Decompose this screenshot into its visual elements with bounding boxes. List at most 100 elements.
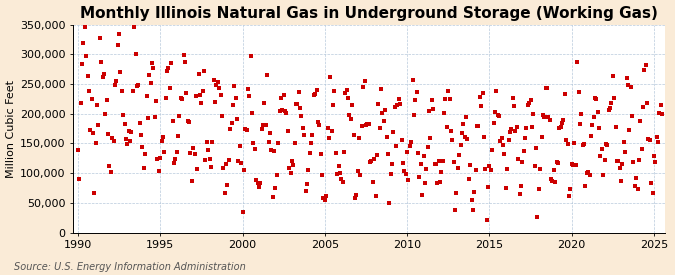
Point [115, 70, 126, 74]
Point [137, 145, 148, 149]
Point [394, 97, 404, 101]
Point [614, 166, 625, 170]
Point [496, 136, 507, 141]
Point [367, 179, 378, 184]
Point [572, 59, 583, 64]
Point [128, 89, 138, 93]
Point [90, 141, 101, 146]
Point [240, 127, 250, 131]
Point [238, 167, 249, 172]
Point [516, 184, 526, 188]
Point [642, 101, 653, 106]
Point [298, 126, 308, 130]
Point [232, 117, 242, 122]
Point [189, 152, 200, 156]
Point [476, 103, 487, 108]
Point [271, 173, 282, 177]
Point [500, 186, 511, 190]
Point [167, 118, 178, 123]
Point [462, 137, 473, 142]
Point [528, 112, 539, 116]
Point [488, 121, 499, 125]
Point [166, 61, 177, 66]
Point [331, 172, 342, 176]
Point [343, 96, 354, 101]
Point [379, 118, 389, 123]
Point [267, 195, 278, 199]
Point [521, 126, 532, 130]
Point [182, 119, 193, 123]
Point [333, 164, 344, 168]
Point [502, 166, 512, 171]
Point [489, 109, 500, 114]
Point [391, 144, 402, 148]
Point [245, 54, 256, 58]
Point [246, 110, 257, 115]
Point [273, 141, 284, 145]
Point [635, 119, 646, 123]
Point [436, 170, 447, 174]
Point [594, 126, 605, 131]
Point [104, 164, 115, 169]
Point [598, 173, 609, 177]
Point [539, 115, 549, 119]
Point [574, 122, 585, 126]
Point [162, 68, 173, 73]
Point [185, 151, 196, 155]
Point [399, 169, 410, 174]
Point [129, 25, 140, 30]
Point [451, 191, 462, 196]
Point [311, 88, 322, 92]
Point [407, 78, 418, 82]
Point [80, 25, 90, 30]
Point [414, 174, 425, 179]
Point [609, 96, 620, 100]
Point [184, 120, 194, 124]
Point [487, 148, 497, 152]
Point [225, 127, 236, 131]
Point [355, 172, 366, 177]
Point [649, 153, 659, 158]
Point [241, 128, 252, 132]
Point [304, 151, 315, 155]
Point [358, 85, 369, 89]
Point [278, 93, 289, 98]
Point [201, 140, 212, 144]
Point [524, 101, 535, 105]
Point [374, 126, 385, 130]
Point [497, 143, 508, 147]
Point [618, 139, 629, 144]
Point [416, 192, 427, 197]
Point [174, 113, 185, 118]
Point [580, 183, 591, 188]
Point [581, 171, 592, 175]
Point [329, 89, 340, 93]
Point [456, 131, 467, 135]
Point [564, 193, 574, 198]
Point [105, 170, 116, 175]
Point [514, 192, 525, 197]
Point [551, 160, 562, 164]
Point [373, 102, 383, 106]
Point [222, 183, 233, 187]
Point [565, 187, 576, 192]
Point [77, 62, 88, 67]
Point [186, 179, 197, 184]
Point [385, 172, 396, 177]
Point [151, 99, 161, 103]
Point [616, 179, 626, 183]
Point [313, 119, 323, 124]
Point [602, 143, 613, 147]
Point [145, 81, 156, 85]
Point [398, 161, 408, 165]
Point [522, 103, 533, 107]
Point [411, 90, 422, 94]
Point [113, 31, 124, 36]
Point [525, 98, 536, 102]
Point [95, 35, 105, 40]
Point [421, 167, 432, 171]
Point [466, 198, 477, 202]
Point [469, 190, 480, 195]
Point [473, 124, 484, 128]
Point [624, 128, 634, 132]
